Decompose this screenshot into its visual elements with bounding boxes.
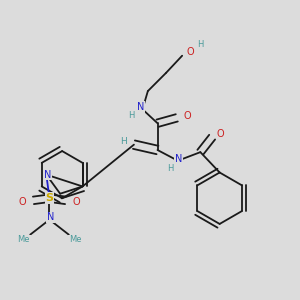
Text: H: H — [167, 164, 173, 173]
Text: Me: Me — [17, 236, 30, 244]
Text: N: N — [44, 169, 51, 180]
Text: O: O — [73, 197, 80, 208]
Text: O: O — [19, 197, 26, 208]
Text: N: N — [175, 154, 183, 164]
Text: N: N — [137, 102, 144, 112]
Text: S: S — [46, 193, 53, 203]
Text: H: H — [120, 137, 127, 146]
Text: O: O — [217, 129, 224, 139]
Text: H: H — [129, 111, 135, 120]
Text: O: O — [184, 111, 191, 121]
Text: Me: Me — [69, 236, 82, 244]
Text: N: N — [47, 212, 54, 223]
Text: O: O — [187, 47, 194, 58]
Text: H: H — [197, 40, 203, 50]
